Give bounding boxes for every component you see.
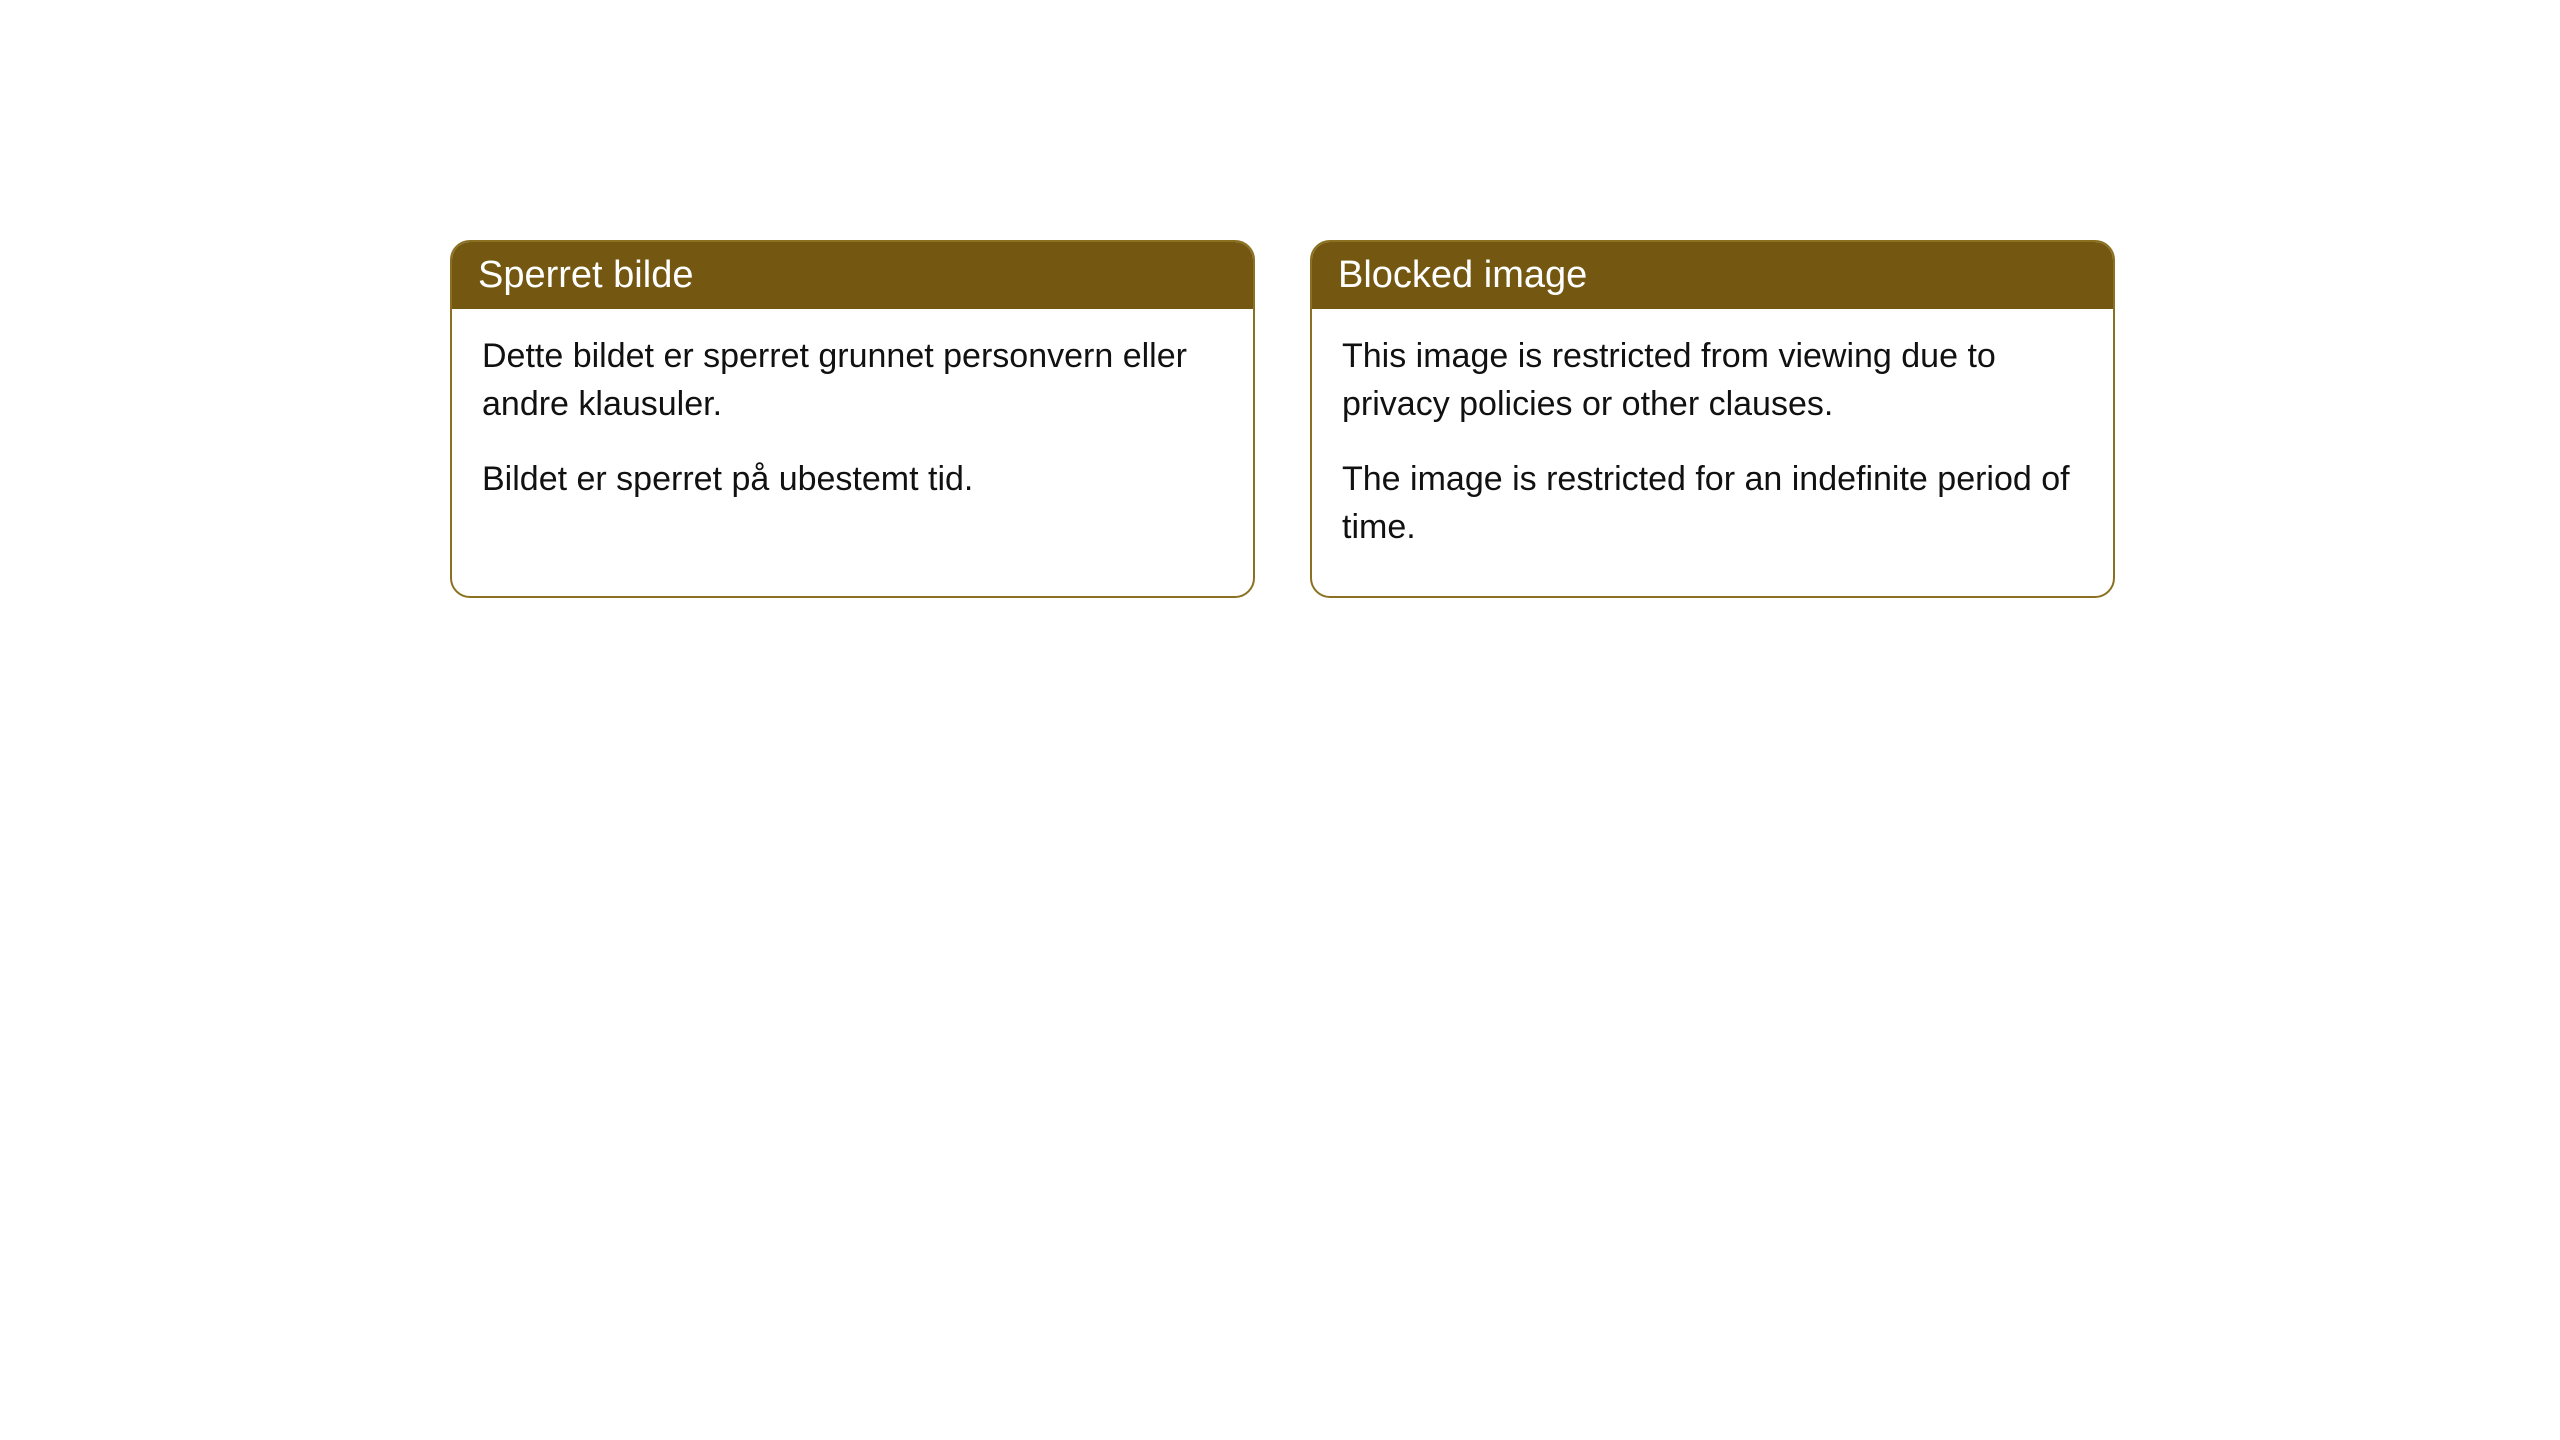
blocked-image-card-english: Blocked image This image is restricted f…	[1310, 240, 2115, 598]
card-paragraph-2: Bildet er sperret på ubestemt tid.	[482, 456, 1223, 504]
card-title: Blocked image	[1338, 254, 1587, 296]
card-header: Sperret bilde	[452, 242, 1253, 309]
card-body: This image is restricted from viewing du…	[1312, 309, 2113, 596]
card-paragraph-2: The image is restricted for an indefinit…	[1342, 456, 2083, 551]
card-paragraph-1: Dette bildet er sperret grunnet personve…	[482, 333, 1223, 428]
blocked-image-card-norwegian: Sperret bilde Dette bildet er sperret gr…	[450, 240, 1255, 598]
card-paragraph-1: This image is restricted from viewing du…	[1342, 333, 2083, 428]
card-body: Dette bildet er sperret grunnet personve…	[452, 309, 1253, 549]
notice-cards-container: Sperret bilde Dette bildet er sperret gr…	[0, 0, 2560, 598]
card-header: Blocked image	[1312, 242, 2113, 309]
card-title: Sperret bilde	[478, 254, 693, 296]
